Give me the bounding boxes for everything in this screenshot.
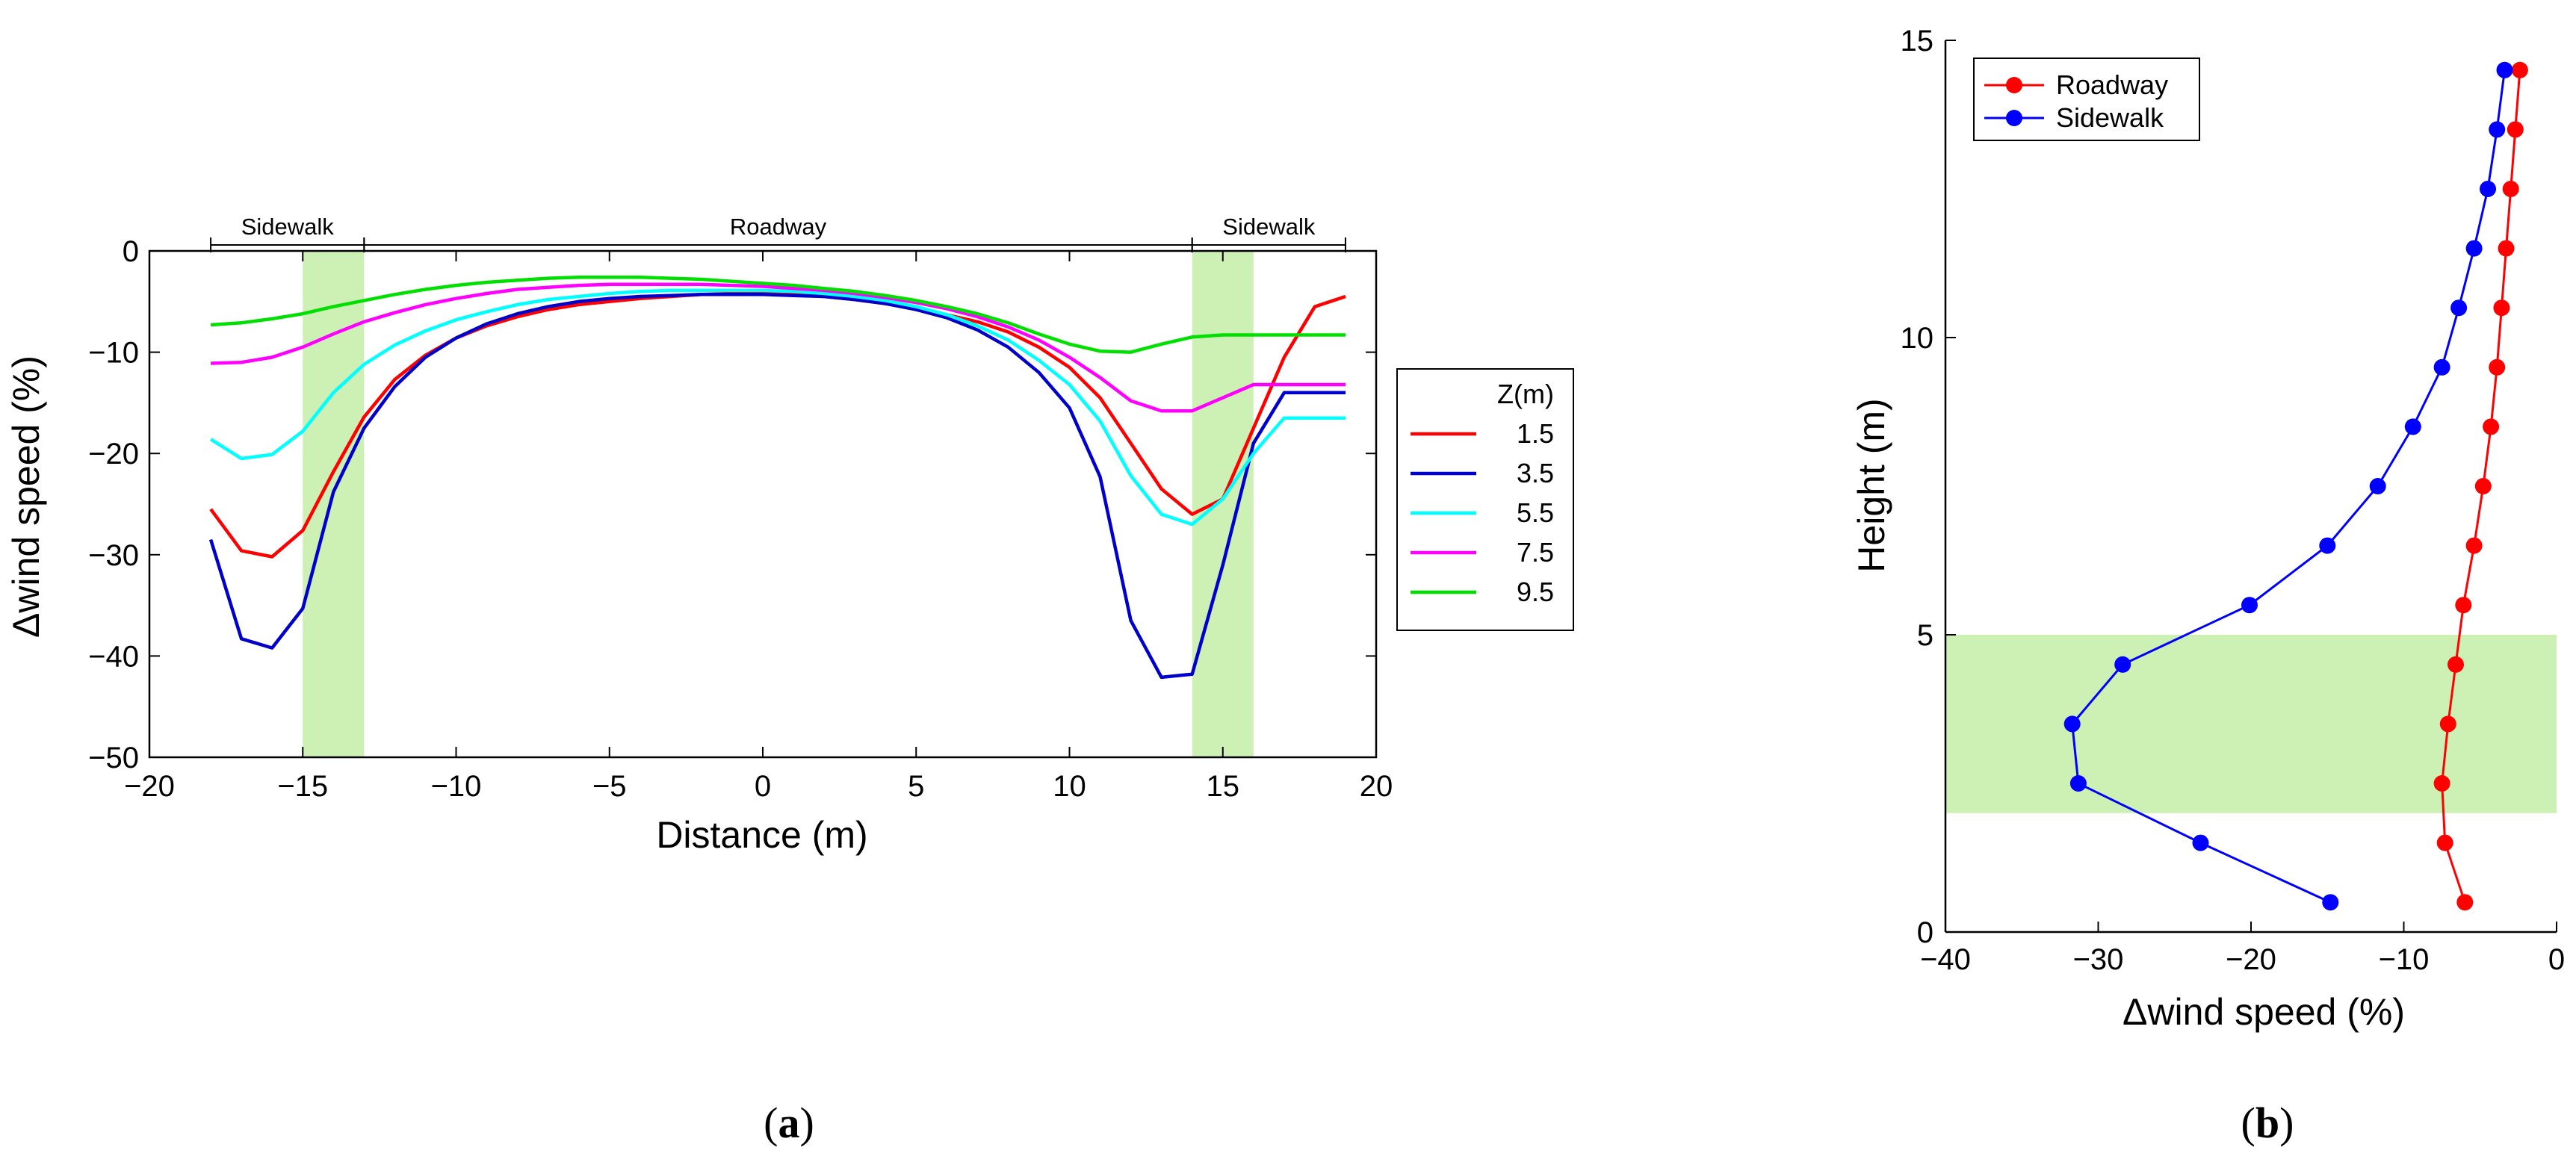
data-point-sidewalk — [2450, 299, 2468, 317]
data-point-roadway — [2456, 894, 2474, 911]
x-tick-label: 0 — [755, 770, 771, 803]
data-point-roadway — [2511, 61, 2528, 78]
data-point-sidewalk — [2114, 656, 2131, 673]
chart-a-series-lines — [208, 276, 1346, 680]
chart-a-panel-label: (a) — [764, 1099, 814, 1147]
chart-b-series-lines — [2063, 61, 2528, 911]
chart-a-legend-title: Z(m) — [1497, 379, 1554, 409]
x-tick-label: 0 — [2548, 943, 2565, 976]
chart-a-legend: Z(m) 1.5 3.5 5.5 7.5 9.5 — [1396, 368, 1574, 631]
data-point-roadway — [2465, 537, 2483, 554]
region-label-sidewalk: Sidewalk — [1222, 214, 1316, 240]
y-tick-label: 15 — [1901, 25, 1934, 58]
x-tick-label: −20 — [2226, 943, 2276, 976]
chart-b-panel-label: (b) — [2241, 1099, 2294, 1147]
chart-b-shaded-region — [1945, 635, 2557, 813]
y-tick-label: −20 — [88, 438, 139, 470]
x-tick-label: −10 — [431, 770, 482, 803]
series-line-z-3-5 — [208, 293, 1346, 680]
x-tick-label: −15 — [277, 770, 328, 803]
data-point-roadway — [2483, 418, 2500, 435]
legend-label-sidewalk: Sidewalk — [2056, 102, 2164, 133]
legend-label-roadway: Roadway — [2056, 69, 2168, 100]
legend-label-1-5: 1.5 — [1517, 418, 1554, 449]
data-point-sidewalk — [2322, 894, 2339, 911]
chart-b: −40 −30 −20 −10 0 0 5 10 15 Δwind speed (%) Heig… — [1851, 25, 2565, 1147]
y-tick-label: 0 — [1917, 916, 1933, 949]
x-tick-label: −5 — [592, 770, 627, 803]
canopy-shade — [1945, 635, 2557, 813]
chart-b-xlabel: Δwind speed (%) — [2123, 991, 2405, 1033]
chart-a-legend-box — [1396, 368, 1574, 631]
series-line-z-9-5 — [210, 276, 1346, 354]
chart-b-legend-box — [1973, 58, 2200, 141]
data-point-roadway — [2489, 358, 2506, 376]
y-tick-label: 10 — [1901, 322, 1934, 355]
data-point-roadway — [2455, 597, 2472, 614]
region-label-roadway: Roadway — [730, 214, 827, 240]
y-tick-label: −50 — [88, 742, 139, 774]
data-point-sidewalk — [2433, 358, 2450, 376]
legend-label-9-5: 9.5 — [1517, 577, 1554, 607]
y-tick-label: 0 — [123, 235, 139, 268]
legend-swatch-marker-sidewalk — [2006, 110, 2022, 126]
data-point-sidewalk — [2489, 121, 2506, 138]
x-tick-label: 15 — [1207, 770, 1240, 803]
data-point-sidewalk — [2465, 240, 2483, 257]
data-point-roadway — [2493, 299, 2510, 317]
x-tick-label: −40 — [1920, 943, 1971, 976]
x-tick-label: 10 — [1053, 770, 1086, 803]
data-point-roadway — [2436, 834, 2453, 851]
y-tick-label: −30 — [88, 539, 139, 572]
data-point-sidewalk — [2369, 478, 2386, 494]
chart-a: Sidewalk Roadway Sidewalk −20 −15 −10 −5 0 5 10 1… — [5, 214, 1574, 1147]
x-tick-label: −10 — [2379, 943, 2430, 976]
y-tick-label: 5 — [1917, 619, 1933, 652]
data-point-sidewalk — [2241, 597, 2258, 614]
data-point-roadway — [2498, 240, 2515, 257]
data-point-sidewalk — [2063, 715, 2081, 733]
legend-swatch-marker-roadway — [2006, 77, 2022, 93]
data-point-roadway — [2447, 656, 2464, 673]
data-point-sidewalk — [2404, 418, 2421, 435]
chart-a-xlabel: Distance (m) — [656, 814, 867, 856]
legend-label-5-5: 5.5 — [1517, 497, 1554, 528]
data-point-roadway — [2507, 121, 2524, 138]
legend-label-7-5: 7.5 — [1517, 537, 1554, 568]
chart-a-region-brackets: Sidewalk Roadway Sidewalk — [210, 214, 1346, 252]
chart-b-ylabel: Height (m) — [1851, 398, 1892, 572]
data-point-roadway — [2439, 715, 2456, 733]
region-label-sidewalk: Sidewalk — [241, 214, 335, 240]
legend-label-3-5: 3.5 — [1517, 458, 1554, 488]
x-tick-label: 20 — [1360, 770, 1393, 803]
chart-a-ylabel: Δwind speed (%) — [5, 355, 47, 638]
data-point-sidewalk — [2480, 181, 2496, 197]
x-tick-label: 5 — [908, 770, 924, 803]
data-point-roadway — [2474, 478, 2492, 494]
chart-b-ticks: −40 −30 −20 −10 0 0 5 10 15 — [1901, 25, 2566, 976]
data-point-roadway — [2433, 775, 2450, 792]
data-point-sidewalk — [2192, 834, 2209, 851]
y-tick-label: −10 — [88, 337, 139, 370]
chart-a-shaded-regions — [303, 251, 1254, 757]
series-line-z-7-5 — [211, 282, 1346, 413]
chart-a-ticks: −20 −15 −10 −5 0 5 10 15 200−10−20−30−40−50 — [88, 235, 1393, 803]
data-point-sidewalk — [2319, 537, 2336, 554]
series-line-z-5-5 — [209, 288, 1346, 527]
data-point-sidewalk — [2496, 61, 2513, 78]
x-tick-label: −20 — [124, 770, 175, 803]
x-tick-label: −30 — [2073, 943, 2124, 976]
sidewalk-shade-1 — [1192, 251, 1254, 757]
data-point-sidewalk — [2069, 775, 2087, 792]
y-tick-label: −40 — [88, 640, 139, 673]
data-point-roadway — [2502, 181, 2519, 197]
